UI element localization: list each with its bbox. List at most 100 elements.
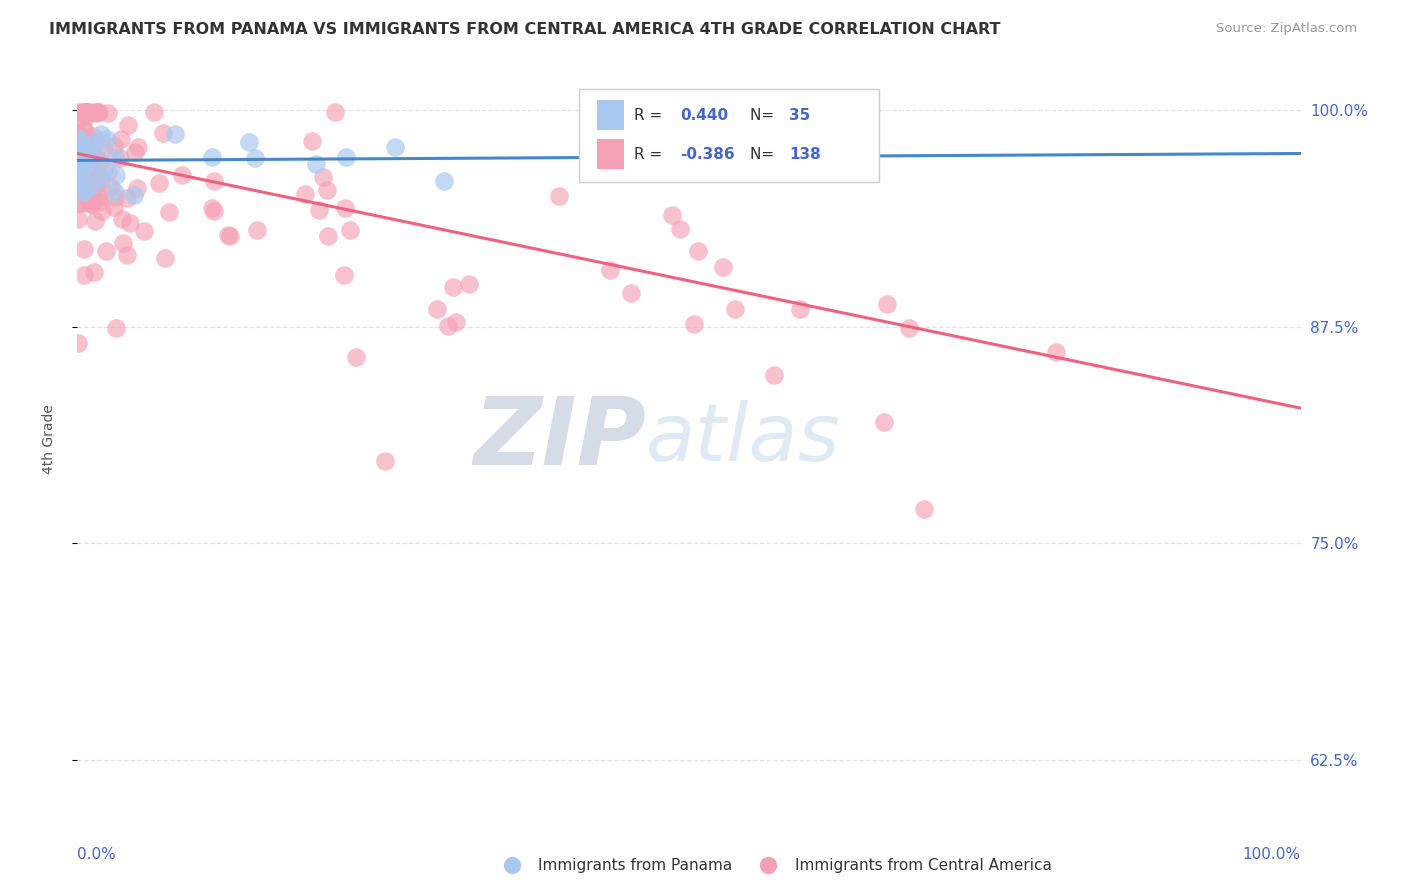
- Point: [90, 174, 112, 188]
- Point: [441, 280, 464, 294]
- Point: [315, 183, 337, 197]
- Point: [72, 176, 94, 190]
- Point: [80, 197, 103, 211]
- Point: [110, 132, 132, 146]
- Point: [724, 302, 747, 317]
- Point: [72, 140, 94, 154]
- Point: [82, 136, 104, 150]
- Point: [202, 203, 225, 218]
- Point: [312, 170, 335, 185]
- Point: [120, 216, 142, 230]
- Point: [77, 144, 100, 158]
- Text: ZIP: ZIP: [474, 393, 647, 485]
- Text: atlas: atlas: [647, 401, 841, 478]
- Text: 138: 138: [789, 146, 821, 161]
- Point: [316, 228, 339, 243]
- Point: [84, 134, 107, 148]
- Point: [75, 109, 97, 123]
- Point: [67, 143, 90, 157]
- Text: N=: N=: [751, 108, 779, 123]
- Point: [115, 247, 138, 261]
- Point: [91, 142, 114, 156]
- Point: [547, 189, 569, 203]
- Point: [86, 190, 108, 204]
- Point: [111, 211, 134, 226]
- Point: [898, 320, 921, 334]
- Point: [79, 184, 101, 198]
- Point: [204, 174, 226, 188]
- Point: [157, 205, 180, 219]
- Point: [218, 229, 240, 244]
- Point: [66, 131, 89, 145]
- Point: [217, 227, 239, 242]
- Point: [83, 173, 105, 187]
- Point: [112, 235, 135, 250]
- Point: [335, 150, 357, 164]
- Point: [72, 173, 94, 187]
- Point: [82, 128, 104, 143]
- Point: [67, 211, 90, 226]
- Point: [96, 131, 118, 145]
- Point: [83, 265, 105, 279]
- Point: [84, 152, 107, 166]
- Point: [125, 180, 148, 194]
- Point: [66, 336, 89, 351]
- Text: IMMIGRANTS FROM PANAMA VS IMMIGRANTS FROM CENTRAL AMERICA 4TH GRADE CORRELATION : IMMIGRANTS FROM PANAMA VS IMMIGRANTS FRO…: [49, 22, 1001, 37]
- Point: [104, 190, 127, 204]
- Point: [132, 224, 155, 238]
- Point: [90, 127, 112, 141]
- Point: [83, 166, 105, 180]
- Point: [238, 136, 260, 150]
- Point: [67, 173, 90, 187]
- Point: [426, 301, 449, 316]
- Point: [763, 368, 786, 382]
- Point: [384, 140, 406, 154]
- Point: [127, 140, 149, 154]
- Point: [94, 244, 117, 258]
- Point: [152, 126, 174, 140]
- Point: [70, 195, 93, 210]
- Point: [683, 317, 706, 331]
- Point: [73, 155, 96, 169]
- Point: [82, 169, 104, 184]
- Point: [104, 321, 127, 335]
- Text: R =: R =: [634, 146, 666, 161]
- Point: [104, 150, 127, 164]
- Point: [100, 180, 122, 194]
- Point: [115, 191, 138, 205]
- Point: [70, 136, 93, 150]
- Point: [70, 173, 93, 187]
- Point: [75, 104, 97, 119]
- Point: [75, 166, 97, 180]
- Point: [66, 138, 89, 153]
- Point: [294, 187, 316, 202]
- Point: [669, 222, 692, 236]
- Point: [83, 214, 105, 228]
- Point: [333, 201, 356, 215]
- Point: [1045, 344, 1067, 359]
- Point: [308, 203, 330, 218]
- Point: [72, 268, 94, 283]
- Point: [73, 185, 96, 199]
- Point: [76, 194, 98, 208]
- Point: [104, 186, 127, 200]
- Point: [66, 126, 89, 140]
- Point: [457, 277, 479, 291]
- Point: [80, 196, 103, 211]
- Point: [82, 136, 104, 151]
- Point: [103, 200, 125, 214]
- Text: 0.0%: 0.0%: [77, 847, 117, 863]
- Text: 35: 35: [789, 108, 810, 123]
- Point: [83, 178, 105, 192]
- Point: [433, 174, 456, 188]
- Point: [73, 104, 96, 119]
- Point: [172, 168, 194, 182]
- Point: [108, 152, 131, 166]
- Point: [661, 208, 683, 222]
- Point: [79, 184, 101, 198]
- Point: [201, 150, 224, 164]
- Point: [97, 105, 120, 120]
- Point: [72, 123, 94, 137]
- Point: [105, 168, 128, 182]
- Point: [444, 315, 467, 329]
